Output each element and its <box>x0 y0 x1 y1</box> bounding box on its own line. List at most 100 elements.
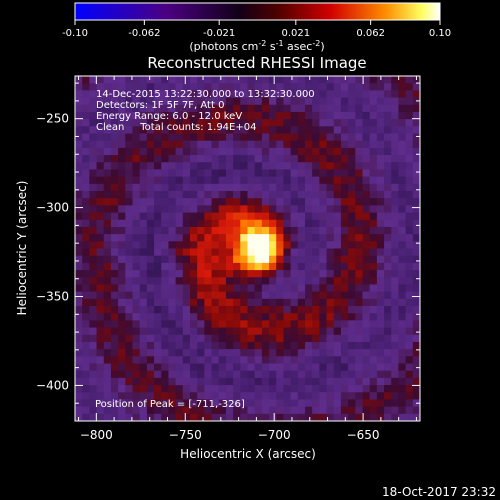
heatmap-cell <box>269 349 277 357</box>
heatmap-cell <box>319 356 328 365</box>
heatmap-cell <box>297 104 306 113</box>
heatmap-cell <box>319 162 328 171</box>
heatmap-cell <box>369 241 378 250</box>
heatmap-cell <box>369 140 378 149</box>
heatmap-cell <box>197 377 205 386</box>
heatmap-cell <box>391 140 400 149</box>
heatmap-cell <box>269 76 277 84</box>
heatmap-cell <box>146 320 155 329</box>
heatmap-cell <box>132 126 141 135</box>
heatmap-cell <box>218 377 227 386</box>
heatmap-cell <box>110 104 119 113</box>
heatmap-cell <box>139 277 148 286</box>
heatmap-cell <box>254 169 263 178</box>
heatmap-cell <box>276 133 285 142</box>
heatmap-cell <box>82 320 90 329</box>
heatmap-cell <box>161 349 170 357</box>
heatmap-cell <box>348 377 356 386</box>
heatmap-cell <box>75 356 83 365</box>
heatmap-cell <box>110 111 119 120</box>
heatmap-cell <box>197 198 205 206</box>
heatmap-cell <box>154 262 162 271</box>
heatmap-cell <box>218 241 227 250</box>
heatmap-cell <box>103 306 112 314</box>
heatmap-cell <box>369 349 378 357</box>
heatmap-cell <box>269 356 277 365</box>
heatmap-cell <box>204 377 213 386</box>
heatmap-cell <box>233 262 241 271</box>
heatmap-cell <box>283 212 292 221</box>
heatmap-cell <box>89 111 98 120</box>
heatmap-cell <box>146 97 155 106</box>
heatmap-cell <box>376 90 385 99</box>
heatmap-cell <box>340 205 349 214</box>
heatmap-cell <box>405 169 414 178</box>
heatmap-cell <box>384 126 392 135</box>
heatmap-cell <box>96 90 105 99</box>
heatmap-cell <box>398 298 407 307</box>
heatmap-cell <box>154 334 162 343</box>
heatmap-cell <box>412 291 420 300</box>
heatmap-cell <box>175 277 184 286</box>
heatmap-cell <box>175 255 184 264</box>
heatmap-cell <box>283 356 292 365</box>
heatmap-cell <box>384 306 392 314</box>
heatmap-cell <box>247 399 256 408</box>
heatmap-cell <box>75 162 83 171</box>
heatmap-cell <box>211 406 220 415</box>
heatmap-cell <box>305 413 313 421</box>
heatmap-cell <box>168 385 177 393</box>
heatmap-cell <box>146 111 155 120</box>
heatmap-cell <box>412 147 420 156</box>
heatmap-cell <box>118 76 126 84</box>
heatmap-cell <box>305 255 313 264</box>
heatmap-cell <box>412 205 420 214</box>
heatmap-cell <box>96 183 105 192</box>
heatmap-cell <box>125 313 134 321</box>
heatmap-cell <box>247 76 256 84</box>
heatmap-cell <box>204 356 213 365</box>
heatmap-cell <box>376 234 385 242</box>
heatmap-cell <box>82 140 90 149</box>
heatmap-cell <box>125 90 134 99</box>
heatmap-cell <box>283 191 292 199</box>
heatmap-cell <box>333 270 342 278</box>
heatmap-cell <box>233 191 241 199</box>
heatmap-cell <box>146 248 155 257</box>
heatmap-cell <box>369 255 378 264</box>
heatmap-cell <box>376 291 385 300</box>
heatmap-cell <box>197 413 205 421</box>
heatmap-cell <box>312 399 320 408</box>
heatmap-cell <box>161 212 170 221</box>
heatmap-cell <box>384 241 392 250</box>
heatmap-cell <box>175 413 184 421</box>
heatmap-cell <box>110 83 119 91</box>
heatmap-cell <box>398 176 407 185</box>
heatmap-cell <box>362 76 371 84</box>
heatmap-cell <box>89 198 98 206</box>
heatmap-cell <box>362 97 371 106</box>
heatmap-cell <box>283 327 292 336</box>
heatmap-cell <box>290 147 299 156</box>
heatmap-cell <box>398 334 407 343</box>
heatmap-cell <box>333 413 342 421</box>
heatmap-cell <box>348 399 356 408</box>
heatmap-cell <box>125 162 134 171</box>
heatmap-cell <box>362 212 371 221</box>
heatmap-cell <box>297 140 306 149</box>
heatmap-cell <box>82 284 90 293</box>
heatmap-cell <box>240 277 249 286</box>
heatmap-cell <box>175 270 184 278</box>
heatmap-cell <box>190 198 198 206</box>
heatmap-cell <box>283 104 292 113</box>
heatmap-cell <box>233 155 241 163</box>
heatmap-cell <box>182 334 191 343</box>
heatmap-cell <box>197 248 205 257</box>
heatmap-cell <box>405 155 414 163</box>
heatmap-cell <box>132 399 141 408</box>
heatmap-cell <box>233 377 241 386</box>
heatmap-cell <box>290 205 299 214</box>
heatmap-cell <box>204 291 213 300</box>
heatmap-cell <box>283 370 292 379</box>
heatmap-cell <box>103 169 112 178</box>
